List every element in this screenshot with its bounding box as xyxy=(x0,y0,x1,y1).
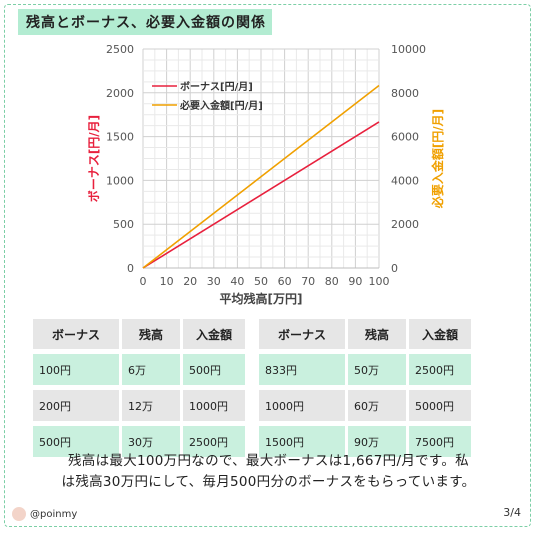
y-right-tick-label: 0 xyxy=(391,262,398,275)
y-left-tick-label: 2000 xyxy=(106,87,134,100)
y-left-tick-label: 0 xyxy=(127,262,134,275)
cell: 50万 xyxy=(348,354,406,385)
y-right-axis-label: 必要入金額[円/月] xyxy=(430,109,445,209)
col-header-balance: 残高 xyxy=(122,319,180,349)
x-tick-label: 50 xyxy=(254,275,268,288)
page-number: 3/4 xyxy=(503,506,521,519)
line-chart: 0500100015002000250002000400060008000100… xyxy=(86,43,445,306)
cell: 2500円 xyxy=(409,354,471,385)
x-tick-label: 10 xyxy=(160,275,174,288)
x-tick-label: 30 xyxy=(207,275,221,288)
x-tick-label: 80 xyxy=(325,275,339,288)
cell: 833円 xyxy=(259,354,345,385)
cell: 30万 xyxy=(122,426,180,457)
handle-text: @poinmy xyxy=(30,508,78,520)
x-tick-label: 60 xyxy=(278,275,292,288)
tables: ボーナス 残高 入金額 100円 6万 500円 200円 12万 1000円 … xyxy=(30,314,474,462)
y-left-tick-label: 500 xyxy=(113,218,134,231)
cell: 7500円 xyxy=(409,426,471,457)
cell: 5000円 xyxy=(409,390,471,421)
chart-lines xyxy=(142,84,380,269)
cell: 1500円 xyxy=(259,426,345,457)
y-right-tick-label: 6000 xyxy=(391,131,419,144)
series-line xyxy=(142,84,380,269)
x-tick-label: 100 xyxy=(369,275,390,288)
cell: 500円 xyxy=(33,426,119,457)
chart-labels: 平均残高[万円] ボーナス[円/月] 必要入金額[円/月] xyxy=(86,109,445,306)
x-tick-label: 70 xyxy=(301,275,315,288)
y-right-tick-label: 8000 xyxy=(391,87,419,100)
caption-line-2: は残高30万円にして、毎月500円分のボーナスをもらっています。 xyxy=(61,474,476,490)
avatar-icon xyxy=(12,507,26,521)
cell: 200円 xyxy=(33,390,119,421)
author-handle: @poinmy xyxy=(12,507,77,521)
y-right-tick-label: 4000 xyxy=(391,174,419,187)
caption-line-1: 残高は最大100万円なので、最大ボーナスは1,667円/月です。私 xyxy=(68,453,469,469)
table-row: 1500円 90万 7500円 xyxy=(259,426,471,457)
cell: 1000円 xyxy=(183,390,245,421)
cell: 12万 xyxy=(122,390,180,421)
y-left-tick-label: 1500 xyxy=(106,131,134,144)
cell: 500円 xyxy=(183,354,245,385)
x-tick-label: 40 xyxy=(230,275,244,288)
legend-label: 必要入金額[円/月] xyxy=(179,99,263,112)
table-left: ボーナス 残高 入金額 100円 6万 500円 200円 12万 1000円 … xyxy=(30,314,248,462)
table-row: 1000円 60万 5000円 xyxy=(259,390,471,421)
table-right: ボーナス 残高 入金額 833円 50万 2500円 1000円 60万 500… xyxy=(256,314,474,462)
y-right-tick-label: 10000 xyxy=(391,43,426,56)
table-row: 833円 50万 2500円 xyxy=(259,354,471,385)
x-tick-label: 90 xyxy=(348,275,362,288)
table-row: 100円 6万 500円 xyxy=(33,354,245,385)
cell: 90万 xyxy=(348,426,406,457)
col-header-balance: 残高 xyxy=(348,319,406,349)
legend-label: ボーナス[円/月] xyxy=(180,80,253,93)
chart-axes: 0500100015002000250002000400060008000100… xyxy=(106,43,426,288)
col-header-deposit: 入金額 xyxy=(183,319,245,349)
col-header-bonus: ボーナス xyxy=(33,319,119,349)
x-tick-label: 0 xyxy=(140,275,147,288)
cell: 60万 xyxy=(348,390,406,421)
cell: 6万 xyxy=(122,354,180,385)
cell: 2500円 xyxy=(183,426,245,457)
table-row: 200円 12万 1000円 xyxy=(33,390,245,421)
x-axis-label: 平均残高[万円] xyxy=(220,291,303,306)
series-line xyxy=(142,121,380,269)
col-header-deposit: 入金額 xyxy=(409,319,471,349)
chart-legend: ボーナス[円/月] 必要入金額[円/月] xyxy=(152,80,263,112)
y-left-tick-label: 1000 xyxy=(106,174,134,187)
x-tick-label: 20 xyxy=(183,275,197,288)
y-right-tick-label: 2000 xyxy=(391,218,419,231)
y-left-tick-label: 2500 xyxy=(106,43,134,56)
dashed-frame xyxy=(4,4,531,527)
y-left-axis-label: ボーナス[円/月] xyxy=(86,115,101,202)
cell: 100円 xyxy=(33,354,119,385)
table-row: 500円 30万 2500円 xyxy=(33,426,245,457)
page-title: 残高とボーナス、必要入金額の関係 xyxy=(18,9,272,35)
cell: 1000円 xyxy=(259,390,345,421)
col-header-bonus: ボーナス xyxy=(259,319,345,349)
caption: 残高は最大100万円なので、最大ボーナスは1,667円/月です。私 は残高30万… xyxy=(18,451,519,493)
chart-grid xyxy=(142,48,380,269)
